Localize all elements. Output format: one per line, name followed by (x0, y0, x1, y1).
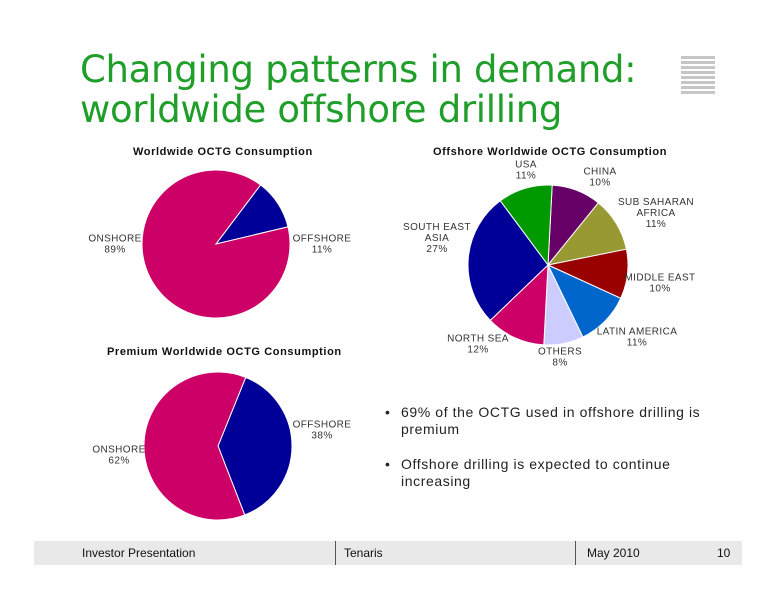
slide-title-line-2: worldwide offshore drilling (80, 88, 563, 131)
bullet-text: 69% of the OCTG used in offshore drillin… (401, 404, 701, 437)
footer-divider (335, 541, 336, 565)
slice-value-label: 38% (311, 431, 332, 442)
slice-name-label: AFRICA (636, 208, 675, 219)
slice-label-offshore: OFFSHORE 38% (293, 420, 352, 442)
slice-value-label: 11% (646, 219, 666, 230)
slice-value-label: 10% (649, 284, 670, 295)
slice-name-label: CHINA (583, 167, 616, 178)
slice-name-label: MIDDLE EAST (624, 273, 695, 284)
pie-slice-offshore (217, 376, 293, 516)
slice-value-label: 27% (426, 244, 447, 255)
slice-name-label: ONSHORE (92, 445, 145, 456)
slice-label-middle-east: MIDDLE EAST 10% (624, 273, 695, 295)
slice-name-label: LATIN AMERICA (597, 327, 678, 338)
slice-name-label: USA (515, 160, 537, 171)
chart-2-title: Offshore Worldwide OCTG Consumption (433, 146, 668, 158)
slice-name-label: OFFSHORE (293, 234, 352, 245)
slice-name-label: NORTH SEA (447, 334, 509, 345)
pie-slice-usa (499, 184, 553, 267)
slice-name-label: ASIA (425, 233, 449, 244)
slice-value-label: 11% (312, 245, 332, 256)
bullet-item: • Offshore drilling is expected to contin… (385, 456, 715, 490)
pie-slice-south-east-asia (467, 200, 549, 322)
slice-name-label: OTHERS (538, 347, 582, 358)
slide-title-line-1: Changing patterns in demand: (80, 48, 637, 91)
footer-page-number: 10 (717, 546, 731, 560)
slice-value-label: 8% (552, 358, 567, 369)
slice-label-offshore: OFFSHORE 11% (293, 234, 352, 256)
footer-bar: Investor Presentation Tenaris May 2010 1… (34, 541, 742, 565)
slice-label-others: OTHERS 8% (538, 347, 582, 369)
slice-value-label: 11% (627, 338, 647, 349)
slice-label-onshore: ONSHORE 62% (92, 445, 145, 467)
slice-value-label: 11% (516, 171, 536, 182)
bullet-item: • 69% of the OCTG used in offshore drilli… (385, 404, 715, 438)
bullet-text: Offshore drilling is expected to continu… (401, 456, 671, 489)
bullet-list: • 69% of the OCTG used in offshore drilli… (385, 404, 715, 508)
pie-slice-north-sea (489, 263, 549, 346)
premium-worldwide-pie: OFFSHORE 38% ONSHORE 62% (92, 371, 352, 521)
pie-slice-onshore (141, 169, 291, 319)
slice-label-south-east-asia: SOUTH EAST ASIA 27% (403, 222, 471, 255)
offshore-worldwide-pie: CHINA 10%SUB SAHARAN AFRICA 11%MIDDLE EAST 1… (403, 160, 695, 369)
slice-name-label: SUB SAHARAN (618, 197, 694, 208)
worldwide-pie: OFFSHORE 11% ONSHORE 89% (88, 169, 352, 319)
slice-value-label: 10% (589, 178, 610, 189)
slice-value-label: 89% (104, 245, 125, 256)
slice-value-label: 12% (467, 345, 488, 356)
striped-logo-icon (681, 56, 715, 98)
pie-slice-onshore (143, 371, 247, 521)
footer-divider (575, 541, 576, 565)
chart-3-title: Premium Worldwide OCTG Consumption (107, 346, 342, 358)
slice-name-label: SOUTH EAST (403, 222, 471, 233)
slice-label-north-sea: NORTH SEA 12% (447, 334, 509, 356)
chart-1-title: Worldwide OCTG Consumption (133, 146, 313, 158)
slide-title: Changing patterns in demand: worldwide o… (80, 48, 637, 131)
slice-label-onshore: ONSHORE 89% (88, 234, 141, 256)
footer-date: May 2010 (587, 546, 640, 560)
slice-label-usa: USA 11% (515, 160, 537, 182)
slice-label-china: CHINA 10% (583, 167, 616, 189)
footer-company: Tenaris (344, 546, 383, 560)
slice-value-label: 62% (108, 456, 129, 467)
slice-name-label: OFFSHORE (293, 420, 352, 431)
slice-label-sub-saharan-africa: SUB SAHARAN AFRICA 11% (618, 197, 694, 230)
footer-presentation-label: Investor Presentation (82, 546, 196, 560)
slice-label-latin-america: LATIN AMERICA 11% (597, 327, 678, 349)
slice-name-label: ONSHORE (88, 234, 141, 245)
